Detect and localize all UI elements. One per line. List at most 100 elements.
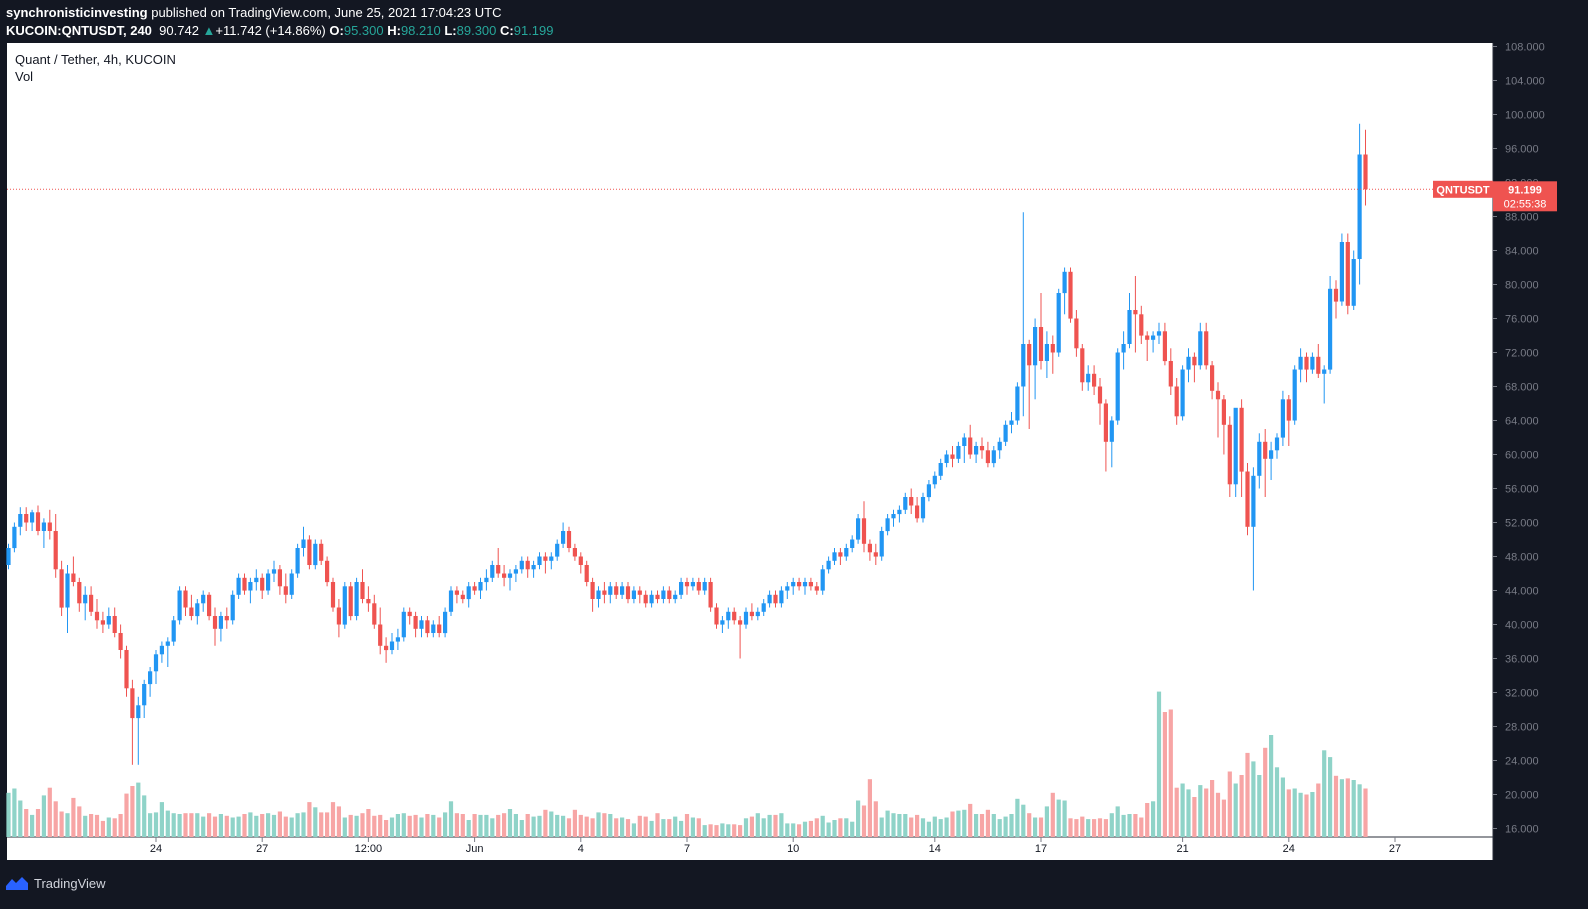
candle-body xyxy=(850,539,855,548)
volume-bar xyxy=(561,815,566,838)
candle-body xyxy=(679,582,684,595)
volume-bar xyxy=(1033,817,1038,837)
volume-bar xyxy=(566,818,572,837)
time-axis[interactable]: 24 27 12:00 Jun 4 7 10 14 17 21 24 27 xyxy=(150,837,1401,855)
price-tick-label: 52.000 xyxy=(1505,518,1539,530)
volume-bar xyxy=(643,816,648,837)
volume-bar xyxy=(443,812,448,837)
candle-body xyxy=(519,560,524,570)
candle-body xyxy=(165,641,170,646)
volume-bar xyxy=(384,820,389,837)
volume-bar xyxy=(667,819,672,837)
volume-bar xyxy=(413,814,418,837)
candle-body xyxy=(18,514,23,527)
candle-body xyxy=(861,518,867,544)
price-tick-label: 64.000 xyxy=(1505,416,1539,428)
volume-bar xyxy=(230,817,235,837)
volume-bar xyxy=(661,819,666,837)
candle-body xyxy=(148,671,153,685)
candle-body xyxy=(1363,154,1368,190)
open-value: 95.300 xyxy=(343,23,384,38)
tradingview-logo-icon[interactable] xyxy=(6,876,28,890)
candle-body xyxy=(1145,335,1150,340)
volume-bar xyxy=(1080,816,1085,837)
time-tick-label: 7 xyxy=(684,843,690,855)
volume-bar xyxy=(30,814,35,837)
candle-body xyxy=(1180,369,1185,417)
volume-bar xyxy=(83,815,88,838)
candle-body xyxy=(1033,327,1038,366)
volume-bar xyxy=(1133,814,1138,837)
symbol-tag: QNTUSDT xyxy=(1436,184,1489,196)
volume-bar xyxy=(891,813,896,837)
volume-bar xyxy=(1115,806,1120,837)
price-tick-label: 72.000 xyxy=(1505,348,1539,360)
candle-body xyxy=(271,569,277,574)
candle-body xyxy=(1221,399,1226,425)
volume-bar xyxy=(531,816,536,837)
volume-bar xyxy=(248,812,253,837)
candle-body xyxy=(118,633,123,650)
volume-legend-label: Vol xyxy=(15,69,33,84)
price-axis[interactable]: 108.000104.000100.00096.00092.00088.0008… xyxy=(1493,42,1545,836)
candle-body xyxy=(307,539,312,565)
candle-body xyxy=(1204,331,1209,366)
candle-body xyxy=(1038,327,1044,361)
candle-body xyxy=(1103,403,1108,442)
candle-body xyxy=(301,539,306,548)
candle-body xyxy=(791,582,796,587)
candle-body xyxy=(177,590,182,621)
candle-body xyxy=(484,577,489,583)
high-label: H: xyxy=(387,23,401,38)
volume-bar xyxy=(171,813,176,837)
volume-bar xyxy=(195,813,200,837)
volume-bar xyxy=(307,802,312,837)
ohlc-line: KUCOIN:QNTUSDT, 240 90.742 ▲+11.742 (+14… xyxy=(6,22,1566,40)
price-tick-label: 84.000 xyxy=(1505,246,1539,258)
candle-body xyxy=(684,582,690,587)
volume-bar xyxy=(608,814,613,837)
candle-body xyxy=(242,577,247,591)
candle-body xyxy=(1328,288,1333,370)
symbol-label: KUCOIN:QNTUSDT, 240 xyxy=(6,23,152,38)
volume-bar xyxy=(478,814,483,837)
candle-body xyxy=(130,688,135,719)
time-tick-label: 24 xyxy=(150,843,162,855)
price-tag-value: 91.199 xyxy=(1508,184,1542,196)
volume-bar xyxy=(696,818,701,837)
candle-body xyxy=(1292,369,1297,421)
volume-bar xyxy=(1021,804,1026,837)
author-name[interactable]: synchronisticinvesting xyxy=(6,5,148,20)
candle-body xyxy=(773,594,778,604)
candle-body xyxy=(354,582,359,616)
volume-bar xyxy=(897,814,902,837)
candle-body xyxy=(944,454,949,463)
price-tick-label: 16.000 xyxy=(1505,824,1539,836)
volume-bar xyxy=(1139,817,1144,837)
symbol-tag-background xyxy=(1433,180,1493,198)
candle-body xyxy=(419,620,424,629)
volume-bar xyxy=(124,793,129,837)
volume-bar xyxy=(1180,783,1185,837)
volume-bar xyxy=(313,807,318,838)
volume-bar xyxy=(1204,788,1209,837)
candle-body xyxy=(454,590,459,595)
candle-body xyxy=(325,560,330,583)
candle-body xyxy=(1339,242,1344,302)
volume-bar xyxy=(596,812,601,837)
chart-header: synchronisticinvesting published on Trad… xyxy=(6,4,1566,40)
time-tick-label: 24 xyxy=(1283,843,1295,855)
bar-countdown: 02:55:38 xyxy=(1504,198,1547,210)
candle-body xyxy=(1257,441,1262,476)
footer-brand[interactable]: TradingView xyxy=(34,875,106,891)
volume-bar xyxy=(1345,778,1350,837)
volume-bar xyxy=(1215,792,1221,837)
candle-body xyxy=(1097,386,1103,404)
volume-bar xyxy=(584,816,589,837)
candle-body xyxy=(1092,373,1097,387)
candle-body xyxy=(779,590,784,604)
candle-body xyxy=(561,531,566,544)
candle-body xyxy=(531,565,536,570)
candle-body xyxy=(384,645,389,651)
